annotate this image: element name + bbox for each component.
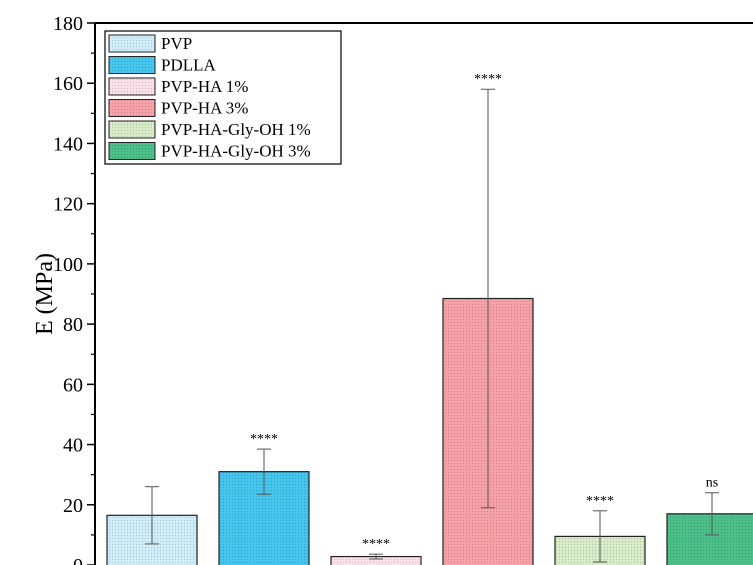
legend-swatch-texture: [109, 78, 155, 95]
error-bars: [145, 88, 719, 563]
legend-swatch-texture: [109, 99, 155, 117]
significance-label: ****: [474, 72, 502, 87]
y-tick-label: 120: [53, 194, 83, 216]
legend-label: PVP-HA-Gly-OH 1%: [161, 120, 311, 139]
y-tick-label: 20: [63, 495, 83, 517]
legend-label: PDLLA: [161, 56, 217, 75]
legend-label: PVP-HA 1%: [161, 77, 248, 96]
significance-labels: **** **** **** **** ns: [250, 72, 718, 552]
y-tick-label: 80: [63, 314, 83, 336]
legend-swatch-texture: [109, 35, 155, 52]
legend-swatch-texture: [109, 142, 155, 160]
legend-label: PVP-HA 3%: [161, 99, 248, 118]
y-tick-label: 160: [53, 73, 83, 95]
y-tick-label: 180: [53, 13, 83, 35]
legend: PVP PDLLA PVP-HA 1% PVP-HA 3% PVP-HA-Gly-OH …: [104, 30, 342, 165]
y-tick-label: 40: [63, 435, 83, 457]
y-tick-label: 140: [53, 133, 83, 155]
y-axis-title: E (MPa): [32, 253, 58, 335]
legend-swatch-texture: [109, 121, 155, 138]
bars: [106, 297, 753, 565]
legend-label: PVP-HA-Gly-OH 3%: [161, 142, 311, 161]
bar-texture: [667, 513, 753, 565]
significance-label: ****: [586, 494, 614, 509]
legend-label: PVP: [161, 34, 192, 53]
significance-label: ns: [706, 476, 718, 491]
y-tick-label: 0: [73, 555, 83, 565]
y-tick-label: 100: [53, 254, 83, 276]
y-axis: 0 20 40 60 80 100 120 140 160 180: [53, 13, 95, 565]
y-tick-label: 60: [63, 374, 83, 396]
significance-label: ****: [250, 432, 278, 447]
legend-swatch-texture: [109, 56, 155, 74]
legend-box: [104, 30, 342, 165]
significance-label: ****: [362, 537, 390, 552]
bar-texture: [331, 556, 421, 565]
